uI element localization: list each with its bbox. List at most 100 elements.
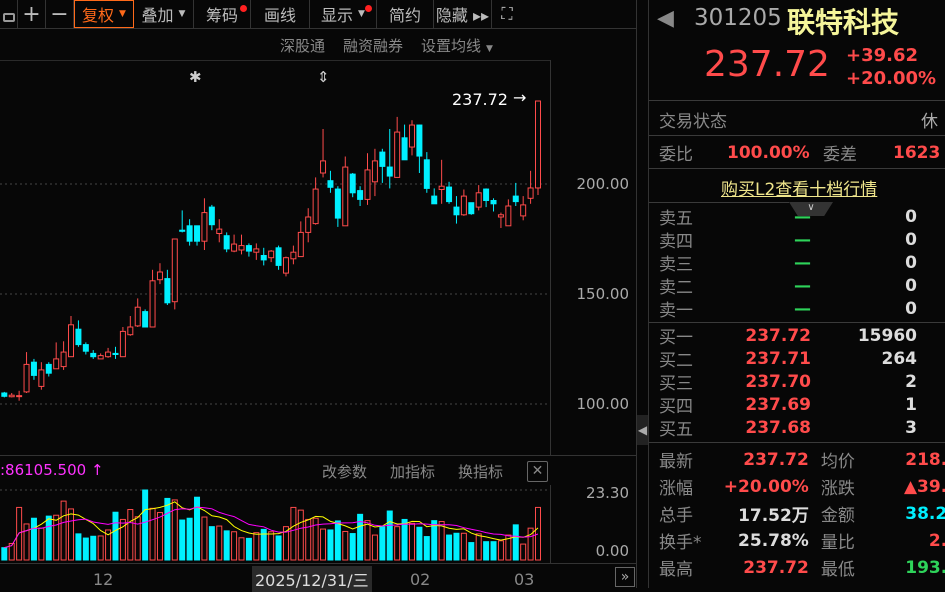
stat-value: 237.72 xyxy=(743,557,809,578)
divider xyxy=(0,60,550,61)
volume-bar xyxy=(90,535,97,561)
zoom-out-button[interactable]: − xyxy=(46,0,74,28)
ask-row[interactable]: 卖二 — 0 xyxy=(659,274,945,299)
edit-params-button[interactable]: 改参数 xyxy=(322,463,368,481)
candle xyxy=(297,221,304,258)
ask-row[interactable]: 卖三 — 0 xyxy=(659,251,945,276)
margin-button[interactable]: 融资融券 xyxy=(343,37,404,55)
candle xyxy=(216,219,223,243)
candle-body xyxy=(38,369,45,387)
arrow-right-icon: → xyxy=(513,88,527,107)
volume-bar xyxy=(223,530,230,561)
candle xyxy=(520,196,527,221)
candle xyxy=(23,352,30,393)
volume-chart[interactable] xyxy=(0,485,550,563)
candlestick-chart[interactable] xyxy=(0,60,550,455)
ask-volume: 0 xyxy=(905,252,917,273)
draw-line-button[interactable]: 画线 xyxy=(251,0,310,28)
set-ma-button[interactable]: 设置均线 ▼ xyxy=(421,35,493,56)
volume-bar xyxy=(134,516,141,561)
volume-bar xyxy=(349,533,356,561)
bid-level-label: 买四 xyxy=(659,397,693,417)
ask-price: — xyxy=(794,275,811,296)
volume-bar xyxy=(260,528,267,561)
candle xyxy=(446,181,453,204)
candle xyxy=(8,393,15,398)
switch-indicator-button[interactable]: 换指标 xyxy=(458,463,504,481)
volume-bar xyxy=(290,506,297,561)
candle xyxy=(268,250,275,263)
candle-body xyxy=(297,231,304,258)
arrow-up-icon: ↑ xyxy=(90,461,104,479)
stat-label: 量比 xyxy=(820,533,855,553)
candle-body xyxy=(312,188,319,225)
prev-stock-button[interactable]: ◀ xyxy=(657,6,674,31)
event-marker-icon[interactable]: ✱ xyxy=(189,68,202,86)
display-button[interactable]: 显示 ▼ xyxy=(310,0,377,28)
bid-row[interactable]: 买一 237.72 15960 xyxy=(659,324,945,349)
volume-axis-label: 23.30 xyxy=(586,484,629,502)
wc-value: 1623 xyxy=(893,142,941,163)
candle-body xyxy=(30,361,37,376)
bid-row[interactable]: 买三 237.70 2 xyxy=(659,370,945,395)
candle xyxy=(253,243,260,260)
volume-bar xyxy=(386,510,393,561)
candle xyxy=(349,173,356,198)
candle-body xyxy=(512,195,519,203)
divider xyxy=(0,455,636,456)
ask-volume: 0 xyxy=(905,298,917,319)
event-marker-icon[interactable]: ⇕ xyxy=(317,68,330,86)
ask-level-label: 卖三 xyxy=(659,255,693,275)
simple-button[interactable]: 简约 xyxy=(377,0,434,28)
add-indicator-button[interactable]: 加指标 xyxy=(390,463,436,481)
bid-price: 237.70 xyxy=(745,371,811,392)
candle xyxy=(68,316,75,358)
candle-body xyxy=(1,392,8,397)
ask-row[interactable]: 卖一 — 0 xyxy=(659,297,945,322)
stat-label: 最新 xyxy=(659,452,693,472)
candle xyxy=(408,120,415,156)
candle xyxy=(149,269,156,328)
stat-value: 38.24 xyxy=(905,503,945,524)
chips-button[interactable]: 筹码 xyxy=(194,0,251,28)
bid-volume: 3 xyxy=(905,417,917,438)
candle-body xyxy=(156,271,163,281)
ask-price: — xyxy=(794,229,811,250)
volume-bar xyxy=(527,527,534,561)
stat-value: 2.0 xyxy=(928,530,945,551)
candle-body xyxy=(505,205,512,227)
candle-body xyxy=(127,326,134,336)
fullscreen-button[interactable]: ⛶ xyxy=(492,0,522,28)
bid-level-label: 买五 xyxy=(659,420,693,440)
expand-orderbook-button[interactable]: ∨ xyxy=(789,202,833,216)
bid-row[interactable]: 买五 237.68 3 xyxy=(659,416,945,441)
price-axis-label: 150.00 xyxy=(576,285,630,303)
overlay-button[interactable]: 叠加 ▼ xyxy=(134,0,194,28)
bid-row[interactable]: 买二 237.71 264 xyxy=(659,347,945,372)
hide-button[interactable]: 隐藏 ▸▸ xyxy=(434,0,492,28)
candle-body xyxy=(97,355,104,360)
buy-l2-link[interactable]: 购买L2查看十档行情 xyxy=(721,180,878,200)
scroll-right-button[interactable]: » xyxy=(615,567,635,587)
candle-body xyxy=(238,245,245,251)
adjust-button[interactable]: 复权 ▼ xyxy=(74,0,134,28)
zoom-in-button[interactable]: + xyxy=(18,0,46,28)
divider xyxy=(649,322,945,323)
lock-button[interactable] xyxy=(0,0,18,28)
candle-body xyxy=(268,250,275,259)
hk-connect-button[interactable]: 深股通 xyxy=(280,37,326,55)
candle xyxy=(527,170,534,204)
volume-bar xyxy=(275,535,282,561)
candle xyxy=(260,247,267,266)
divider xyxy=(649,135,945,136)
candle-body xyxy=(53,358,60,370)
close-indicator-button[interactable]: ✕ xyxy=(527,461,548,482)
collapse-panel-handle[interactable]: ◀ xyxy=(637,415,648,445)
volume-bar xyxy=(105,529,112,561)
candle xyxy=(164,269,171,305)
ask-row[interactable]: 卖四 — 0 xyxy=(659,228,945,253)
bid-row[interactable]: 买四 237.69 1 xyxy=(659,393,945,418)
quote-panel: ◀ 301205 联特科技 237.72 +39.62 +20.00% 交易状态… xyxy=(648,0,945,588)
ask-row[interactable]: 卖五 — 0 xyxy=(659,205,945,230)
stat-value: 25.78% xyxy=(738,530,809,551)
